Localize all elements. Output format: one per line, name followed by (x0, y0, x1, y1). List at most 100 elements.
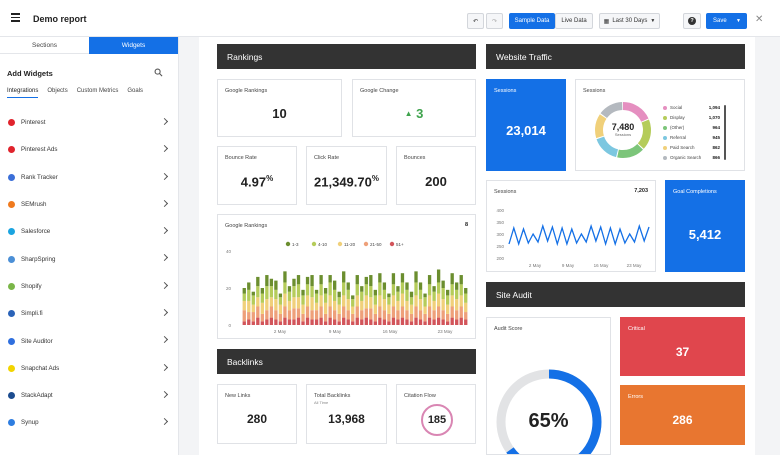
tab-widgets[interactable]: Widgets (89, 37, 178, 54)
bar-segment (459, 306, 463, 318)
legend-label: Organic Search (670, 155, 702, 160)
bounces-card[interactable]: Bounces 200 (396, 146, 476, 205)
bar-segment (269, 317, 274, 325)
bar-segment (414, 306, 418, 318)
sidebar-item[interactable]: Snapchat Ads (0, 355, 178, 382)
sidebar-item[interactable]: StackAdapt (0, 382, 178, 409)
sidebar-item-label: Snapchat Ads (21, 364, 60, 372)
live-data-button[interactable]: Live Data (555, 13, 593, 29)
sample-data-button[interactable]: Sample Data (509, 13, 555, 29)
bar-segment (378, 273, 382, 283)
subtab-goals[interactable]: Goals (127, 88, 144, 94)
bar-segment (436, 269, 441, 283)
close-icon[interactable]: ✕ (755, 14, 764, 25)
sessions-donut-card[interactable]: Sessions 7,480 Sessions Social 1,094 Displ… (575, 79, 745, 171)
donut-legend-row[interactable]: Social 1,094 (663, 105, 720, 110)
bar-segment (360, 319, 364, 325)
google-rankings-card[interactable]: Google Rankings 10 (217, 79, 342, 137)
donut-legend-row[interactable]: (Other) 964 (663, 125, 720, 130)
google-change-label: Google Change (360, 88, 399, 94)
line-total: 7,203 (634, 188, 648, 194)
google-rankings-chart-card[interactable]: Google Rankings 8 1-3 4-10 11-20 21-50 51+ 40… (217, 214, 476, 339)
bar-segment (396, 300, 400, 311)
bar-segment (328, 282, 332, 296)
sidebar-item[interactable]: SharpSpring (0, 245, 178, 272)
bar-segment (319, 317, 323, 325)
search-icon[interactable] (154, 68, 163, 77)
chart-corner-value: 8 (464, 222, 468, 228)
report-title[interactable]: Demo report (33, 14, 87, 24)
bounce-rate-label: Bounce Rate (225, 155, 257, 161)
integration-logo-icon (8, 282, 15, 290)
sidebar-item[interactable]: Shopify (0, 273, 178, 300)
click-rate-card[interactable]: Click Rate 21,349.70% (306, 146, 387, 205)
click-rate-label: Click Rate (314, 155, 340, 161)
errors-card[interactable]: Errors 286 (620, 385, 745, 445)
subtab-objects[interactable]: Objects (47, 88, 68, 94)
legend-label: Paid Search (670, 145, 695, 150)
subtab-custom-metrics[interactable]: Custom Metrics (76, 88, 119, 94)
sidebar-item[interactable]: Site Auditor (0, 327, 178, 354)
sidebar-item[interactable]: Synup (0, 409, 178, 436)
bar-segment (251, 295, 255, 305)
legend-scrollbar[interactable] (724, 105, 726, 160)
rankings-section-header[interactable]: Rankings (217, 44, 476, 69)
donut-legend-row[interactable]: Referral 945 (663, 135, 720, 140)
sessions-card[interactable]: Sessions 23,014 (486, 79, 566, 171)
bar-segment (283, 282, 287, 294)
bounce-rate-card[interactable]: Bounce Rate 4.97% (217, 146, 297, 205)
date-range-dropdown[interactable]: ▦ Last 30 Days ▼ (599, 13, 660, 29)
bar-segment (274, 289, 278, 300)
critical-card[interactable]: Critical 37 (620, 317, 745, 376)
bar-segment (247, 312, 251, 320)
sidebar-item[interactable]: Simpli.fi (0, 300, 178, 327)
sidebar-item[interactable]: Salesforce (0, 218, 178, 245)
bar-segment (414, 271, 418, 283)
legend-label: 51+ (396, 242, 404, 247)
sidebar-item[interactable]: Pinterest (0, 109, 178, 136)
donut-legend-row[interactable]: Organic Search 866 (663, 155, 720, 160)
total-backlinks-card[interactable]: Total Backlinks All Time 13,968 (306, 384, 387, 444)
x-tick-label: 9 May (329, 329, 342, 334)
redo-button[interactable]: ↷ (486, 13, 503, 29)
help-button[interactable]: ? (683, 13, 701, 29)
traffic-section-header[interactable]: Website Traffic (486, 44, 745, 69)
legend-dot (663, 135, 667, 140)
donut-legend-row[interactable]: Display 1,070 (663, 115, 720, 120)
donut-legend-row[interactable]: Paid Search 862 (663, 145, 720, 150)
menu-icon[interactable] (11, 13, 20, 22)
subtab-integrations[interactable]: Integrations (7, 88, 39, 98)
citation-flow-ring: 185 (421, 404, 453, 436)
bar-segment (333, 310, 337, 320)
sidebar-item[interactable]: SEMrush (0, 191, 178, 218)
save-dropdown-icon[interactable]: ▼ (736, 18, 741, 24)
goal-completions-card[interactable]: Goal Completions 5,412 (665, 180, 745, 272)
audit-section-header[interactable]: Site Audit (486, 282, 745, 307)
bar-segment (333, 300, 337, 311)
audit-score-card[interactable]: Audit Score 65% (486, 317, 611, 455)
bar-segment (369, 308, 373, 320)
legend-swatch (389, 241, 395, 247)
new-links-card[interactable]: New Links 280 (217, 384, 297, 444)
sidebar-item[interactable]: Rank Tracker (0, 164, 178, 191)
bar-segment (355, 317, 359, 325)
citation-flow-card[interactable]: Citation Flow 185 (396, 384, 476, 444)
bar-segment (314, 293, 319, 303)
new-links-label: New Links (225, 393, 251, 399)
undo-button[interactable]: ↶ (467, 13, 484, 29)
bar-segment (242, 288, 246, 294)
bar-segment (450, 306, 454, 318)
google-change-card[interactable]: Google Change ▲ 3 (352, 79, 476, 137)
tab-sections[interactable]: Sections (0, 37, 89, 54)
save-button[interactable]: Save ▼ (706, 13, 747, 29)
bar-segment (323, 321, 328, 325)
up-arrow-icon: ▲ (404, 109, 413, 118)
bar-segment (455, 282, 459, 290)
bar-segment (414, 317, 418, 325)
sidebar-item[interactable]: Pinterest Ads (0, 136, 178, 163)
bar-segment (414, 282, 418, 296)
backlinks-section-header[interactable]: Backlinks (217, 349, 476, 374)
bar-segment (382, 310, 387, 320)
sessions-line-card[interactable]: Sessions 7,203 400 350 300 250 200 2 May 9 May… (486, 180, 656, 272)
bar-segment (337, 304, 341, 314)
